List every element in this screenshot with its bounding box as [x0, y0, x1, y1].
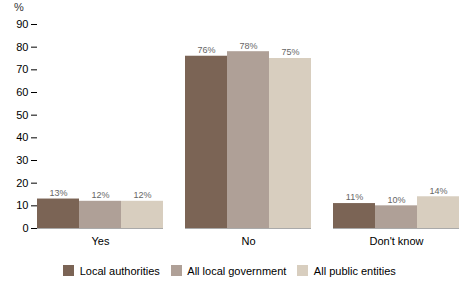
svg-text:Yes: Yes: [92, 235, 110, 247]
svg-text:30: 30: [16, 154, 28, 166]
html-text:Local authorities: Local authorities: [79, 264, 160, 277]
svg-text:76%: 76%: [197, 45, 215, 55]
svg-text:20: 20: [16, 177, 28, 189]
svg-text:70: 70: [16, 63, 28, 75]
svg-text:0: 0: [22, 222, 28, 234]
svg-text:10%: 10%: [387, 195, 405, 205]
svg-text:60: 60: [16, 86, 28, 98]
svg-text:80: 80: [16, 41, 28, 53]
svg-text:50: 50: [16, 109, 28, 121]
svg-text:14%: 14%: [429, 186, 447, 196]
svg-text:12%: 12%: [133, 190, 151, 200]
svg-text:78%: 78%: [239, 41, 257, 51]
svg-text:12%: 12%: [91, 190, 109, 200]
svg-text:13%: 13%: [49, 188, 67, 198]
svg-text:75%: 75%: [281, 47, 299, 57]
svg-text:90: 90: [16, 18, 28, 30]
svg-text:11%: 11%: [346, 192, 363, 202]
html-text:All local government: All local government: [187, 264, 287, 277]
svg-text:10: 10: [16, 199, 28, 211]
svg-text:40: 40: [16, 131, 28, 143]
svg-text:Don't know: Don't know: [369, 235, 423, 247]
html-text:All public entities: All public entities: [313, 264, 396, 277]
svg-text:No: No: [241, 235, 255, 247]
